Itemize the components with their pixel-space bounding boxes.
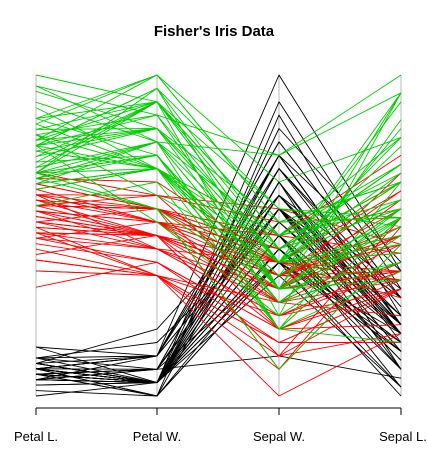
- data-line-3-42: [35, 101, 402, 250]
- data-line-2-50: [35, 226, 402, 290]
- data-line-3-46: [35, 101, 402, 263]
- data-line-3-47: [35, 154, 402, 330]
- data-line-3-48: [35, 141, 402, 263]
- chart-title: Fisher's Iris Data: [154, 23, 275, 40]
- axis-label-3: Sepal W.: [253, 429, 305, 444]
- data-line-2-44: [35, 270, 402, 357]
- axis-label-1: Petal L.: [14, 429, 58, 444]
- data-line-3-45: [35, 74, 402, 223]
- axis-label-2: Petal W.: [133, 429, 181, 444]
- data-line-3-43: [35, 154, 402, 303]
- data-line-1-42: [35, 355, 402, 381]
- data-line-2-43: [35, 232, 402, 317]
- data-line-3-35: [35, 145, 402, 317]
- data-line-2-49: [35, 261, 402, 330]
- data-line-3-49: [35, 101, 402, 228]
- data-line-3-38: [35, 150, 402, 250]
- data-line-3-44: [35, 101, 402, 236]
- data-lines: [35, 74, 402, 397]
- data-line-3-10: [35, 74, 402, 183]
- data-line-3-18: [35, 85, 402, 156]
- data-line-3-20: [35, 177, 402, 370]
- axis-labels: Petal L. Petal W. Sepal W. Sepal L.: [14, 429, 427, 444]
- series-group-3: [35, 74, 402, 370]
- data-line-3-50: [35, 168, 402, 263]
- axis-label-4: Sepal L.: [379, 429, 427, 444]
- data-line-2-32: [35, 248, 402, 343]
- data-line-1-14: [35, 261, 402, 397]
- axis-baseline: [35, 407, 402, 415]
